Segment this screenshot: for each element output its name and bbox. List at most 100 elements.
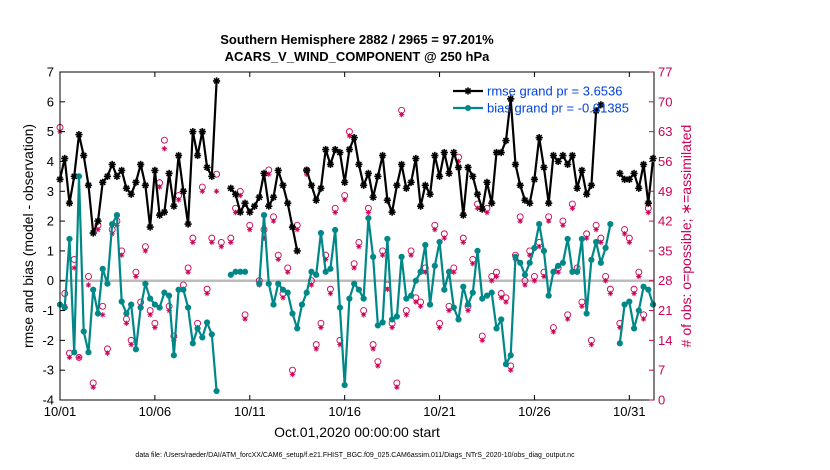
bias-point bbox=[564, 235, 571, 243]
rmse-point bbox=[587, 181, 595, 189]
plot-area bbox=[56, 71, 657, 401]
bias-point bbox=[199, 334, 206, 341]
rmse-point bbox=[156, 211, 164, 219]
bias-point bbox=[455, 316, 462, 323]
rmse-point bbox=[151, 166, 159, 174]
bias-point bbox=[75, 173, 83, 180]
rmse-point bbox=[65, 199, 74, 207]
bias-point bbox=[626, 298, 633, 305]
obs-assimilated-point bbox=[631, 290, 637, 297]
obs-assimilated-point bbox=[294, 226, 300, 233]
rmse-point bbox=[540, 163, 548, 172]
bias-point bbox=[635, 307, 642, 314]
y2-tick-label: 0 bbox=[658, 393, 665, 408]
bias-point bbox=[341, 381, 348, 389]
bias-point bbox=[417, 268, 424, 275]
rmse-point bbox=[616, 169, 624, 177]
bias-point bbox=[61, 304, 68, 311]
obs-assimilated-point bbox=[375, 363, 381, 369]
bias-point bbox=[71, 349, 78, 356]
bias-point bbox=[517, 259, 524, 266]
rmse-point bbox=[127, 190, 135, 198]
rmse-point bbox=[175, 151, 183, 160]
bias-point bbox=[640, 283, 647, 290]
bias-point bbox=[137, 304, 144, 311]
legend-rmse-marker bbox=[464, 87, 472, 95]
rmse-point bbox=[592, 107, 600, 115]
bias-point bbox=[313, 271, 320, 278]
y2-tick-label: 42 bbox=[658, 214, 672, 229]
bias-point bbox=[151, 301, 158, 308]
rmse-point bbox=[122, 184, 131, 192]
y-tick-label: 7 bbox=[47, 65, 54, 80]
obs-possible-point bbox=[85, 273, 92, 280]
rmse-point bbox=[397, 160, 406, 169]
rmse-point bbox=[478, 205, 486, 213]
bias-point bbox=[483, 292, 491, 299]
bias-point bbox=[118, 298, 125, 305]
y-tick-label: 0 bbox=[47, 273, 54, 288]
rmse-point bbox=[326, 160, 335, 169]
rmse-point bbox=[393, 181, 401, 189]
bias-point bbox=[450, 304, 457, 311]
obs-assimilated-point bbox=[85, 282, 92, 288]
bias-point bbox=[170, 352, 177, 359]
rmse-point bbox=[464, 163, 472, 172]
rmse-point bbox=[379, 151, 387, 160]
obs-assimilated-point bbox=[370, 346, 376, 352]
rmse-point bbox=[203, 163, 211, 172]
bias-point bbox=[113, 212, 121, 219]
rmse-point bbox=[231, 190, 240, 198]
rmse-point bbox=[583, 190, 591, 198]
bias-point bbox=[502, 361, 510, 368]
rmse-point bbox=[597, 101, 605, 109]
obs-assimilated-point bbox=[242, 316, 248, 322]
rmse-point bbox=[549, 151, 558, 160]
rmse-point bbox=[469, 172, 477, 180]
obs-assimilated-point bbox=[593, 226, 599, 233]
rmse-point bbox=[212, 77, 221, 85]
bias-point bbox=[213, 387, 220, 395]
bias-point bbox=[365, 215, 372, 222]
obs-assimilated-point bbox=[266, 171, 272, 177]
obs-assimilated-point bbox=[308, 282, 315, 288]
rmse-point bbox=[545, 199, 553, 207]
bias-point bbox=[317, 229, 325, 237]
x-tick-label: 10/16 bbox=[328, 404, 361, 419]
obs-assimilated-point bbox=[398, 111, 405, 118]
obs-assimilated-point bbox=[199, 188, 206, 194]
rmse-point bbox=[137, 160, 145, 169]
obs-assimilated-point bbox=[285, 269, 291, 275]
rmse-point bbox=[445, 169, 453, 177]
obs-assimilated-point bbox=[408, 252, 414, 258]
x-axis: 10/01 10/06 10/11 10/16 10/21 10/26 10/31 bbox=[44, 72, 646, 419]
obs-assimilated-point bbox=[185, 269, 191, 275]
rmse-point bbox=[573, 184, 581, 192]
y2-axis-label: # of obs: o=possible; ∗=assimilated bbox=[678, 125, 694, 348]
rmse-point bbox=[554, 157, 562, 166]
chart-title: Southern Hemisphere 2882 / 2965 = 97.201… bbox=[220, 32, 494, 47]
bias-point bbox=[355, 286, 362, 293]
obs-assimilated-point bbox=[621, 231, 628, 237]
obs-assimilated-point bbox=[413, 299, 419, 305]
bias-point bbox=[441, 286, 448, 293]
bias-point bbox=[294, 325, 301, 332]
bias-point bbox=[645, 286, 652, 293]
bias-point bbox=[479, 295, 486, 302]
bias-point bbox=[393, 313, 400, 320]
bias-point bbox=[616, 340, 623, 347]
bias-point bbox=[303, 289, 310, 296]
legend-bias-label: bias grand pr = -0.01385 bbox=[487, 101, 629, 116]
y-tick-label: 2 bbox=[47, 214, 54, 229]
rmse-point bbox=[274, 166, 282, 174]
bias-point bbox=[327, 265, 334, 272]
rmse-point bbox=[497, 148, 505, 157]
rmse-point bbox=[75, 131, 83, 139]
bias-point bbox=[607, 220, 614, 228]
x-tick-label: 10/21 bbox=[423, 404, 456, 419]
obs-assimilated-point bbox=[498, 295, 504, 301]
obs-assimilated-point bbox=[394, 384, 400, 390]
rmse-point bbox=[317, 184, 325, 192]
bias-point bbox=[588, 256, 595, 263]
rmse-point bbox=[250, 202, 259, 210]
